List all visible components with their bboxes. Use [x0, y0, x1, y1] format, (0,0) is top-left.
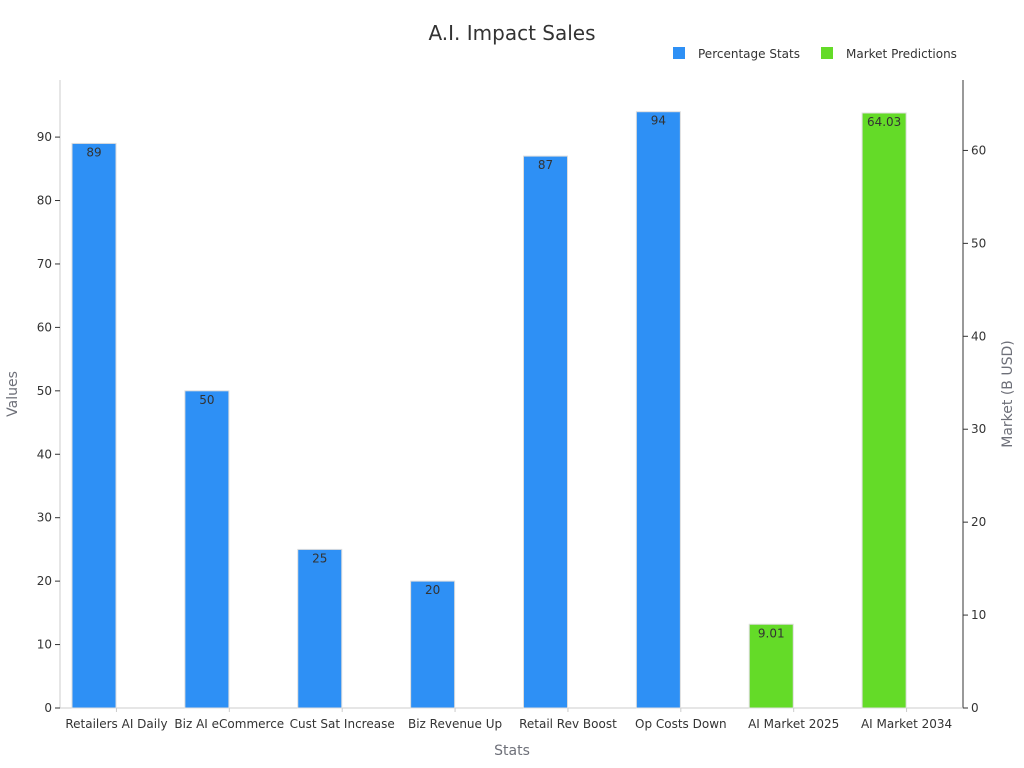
left-tick-label: 10 [37, 638, 52, 652]
right-tick-label: 60 [971, 143, 986, 157]
category-label-ai-market-2034: AI Market 2034 [861, 717, 952, 731]
chart-title: A.I. Impact Sales [428, 21, 595, 45]
bar-biz-ai-ecommerce[interactable] [184, 390, 230, 709]
left-tick-label: 50 [37, 384, 52, 398]
legend: Percentage Stats Market Predictions [673, 47, 957, 61]
category-label-retailers-ai-daily: Retailers AI Daily [65, 717, 167, 731]
legend-swatch-market-predictions[interactable] [821, 47, 833, 59]
left-tick-label: 90 [37, 130, 52, 144]
y-axis-right-title: Market (B USD) [1000, 340, 1016, 447]
bars [71, 111, 907, 709]
y-axis-title: Values [5, 371, 21, 417]
left-tick-label: 30 [37, 511, 52, 525]
bar-retailers-ai-daily[interactable] [71, 142, 117, 709]
data-label-ai-market-2034: 64.03 [867, 115, 901, 129]
x-axis-title: Stats [494, 743, 530, 759]
data-label-biz-revenue-up: 20 [425, 583, 440, 597]
right-tick-label: 30 [971, 422, 986, 436]
legend-swatch-percentage-stats[interactable] [673, 47, 685, 59]
right-tick-label: 10 [971, 608, 986, 622]
bar-biz-revenue-up[interactable] [410, 580, 456, 709]
right-tick-label: 40 [971, 329, 986, 343]
left-tick-label: 0 [44, 701, 52, 715]
right-tick-label: 0 [971, 701, 979, 715]
legend-label-market-predictions[interactable]: Market Predictions [846, 47, 957, 61]
category-label-op-costs-down: Op Costs Down [635, 717, 727, 731]
data-label-op-costs-down: 94 [651, 114, 666, 128]
data-label-ai-market-2025: 9.01 [758, 626, 785, 640]
bar-cust-sat-increase[interactable] [297, 548, 343, 709]
bar-retail-rev-boost[interactable] [523, 155, 568, 709]
right-tick-label: 50 [971, 236, 986, 250]
data-label-cust-sat-increase: 25 [312, 551, 327, 565]
data-label-retail-rev-boost: 87 [538, 158, 553, 172]
left-axis-ticks: 0 10 20 30 40 50 60 70 80 90 [37, 130, 60, 715]
right-tick-label: 20 [971, 515, 986, 529]
legend-label-percentage-stats[interactable]: Percentage Stats [698, 47, 800, 61]
data-labels: 89 50 25 20 87 94 9.01 64.03 [86, 114, 901, 641]
data-label-retailers-ai-daily: 89 [86, 145, 101, 159]
category-labels: Retailers AI Daily Biz AI eCommerce Cust S… [65, 708, 952, 731]
category-label-ai-market-2025: AI Market 2025 [748, 717, 839, 731]
left-tick-label: 70 [37, 257, 52, 271]
left-tick-label: 80 [37, 194, 52, 208]
left-tick-label: 40 [37, 447, 52, 461]
category-label-biz-ai-ecommerce: Biz AI eCommerce [174, 717, 284, 731]
bar-op-costs-down[interactable] [635, 111, 681, 709]
bar-ai-market-2034[interactable] [861, 112, 907, 709]
bar-ai-market-2025[interactable] [748, 623, 794, 709]
category-label-retail-rev-boost: Retail Rev Boost [519, 717, 617, 731]
left-tick-label: 60 [37, 320, 52, 334]
category-label-cust-sat-increase: Cust Sat Increase [290, 717, 395, 731]
data-label-biz-ai-ecommerce: 50 [199, 393, 214, 407]
right-axis-ticks: 0 10 20 30 40 50 60 [963, 143, 986, 715]
category-label-biz-revenue-up: Biz Revenue Up [408, 717, 502, 731]
left-tick-label: 20 [37, 574, 52, 588]
